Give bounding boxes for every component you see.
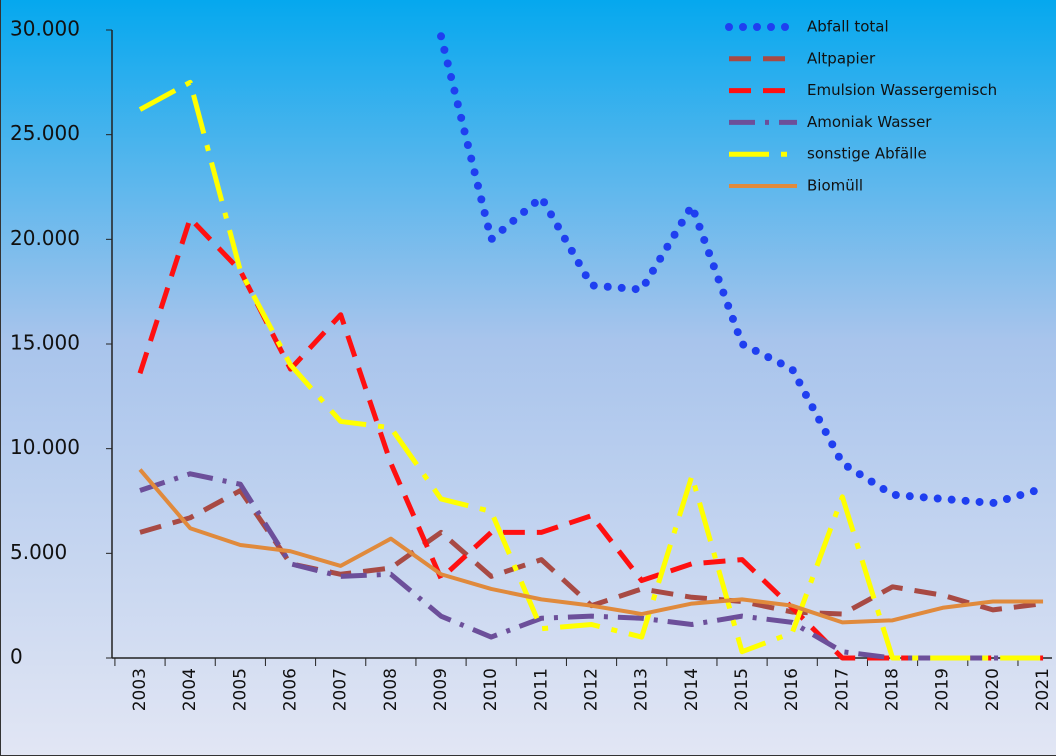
x-tick-label: 2006 bbox=[281, 668, 301, 711]
y-tick-label: 20.000 bbox=[10, 226, 80, 250]
x-tick-label: 2010 bbox=[481, 668, 501, 711]
x-tick-label: 2011 bbox=[531, 668, 551, 711]
x-tick-label: 2021 bbox=[1033, 668, 1053, 711]
x-tick-label: 2013 bbox=[632, 668, 652, 711]
x-tick-label: 2003 bbox=[130, 668, 150, 711]
x-tick-label: 2005 bbox=[230, 668, 250, 711]
x-tick-label: 2019 bbox=[933, 668, 953, 711]
x-tick-label: 2004 bbox=[180, 668, 200, 711]
x-tick-label: 2018 bbox=[883, 668, 903, 711]
x-tick-label: 2007 bbox=[331, 668, 351, 711]
legend-label: Biomüll bbox=[807, 177, 863, 195]
y-tick-label: 10.000 bbox=[10, 435, 80, 459]
x-tick-label: 2012 bbox=[582, 668, 602, 711]
y-tick-label: 30.000 bbox=[10, 17, 80, 41]
x-tick-label: 2015 bbox=[732, 668, 752, 711]
legend-label: Amoniak Wasser bbox=[807, 113, 932, 131]
x-tick-label: 2014 bbox=[682, 668, 702, 711]
series-line bbox=[137, 215, 1044, 661]
y-tick-label: 25.000 bbox=[10, 121, 80, 145]
legend-label: sonstige Abfälle bbox=[807, 145, 927, 163]
x-tick-label: 2016 bbox=[782, 668, 802, 711]
series-line bbox=[139, 471, 1044, 661]
x-tick-label: 2017 bbox=[832, 668, 852, 711]
x-tick-label: 2009 bbox=[431, 668, 451, 711]
y-tick-label: 15.000 bbox=[10, 331, 80, 355]
x-tick-label: 2020 bbox=[983, 668, 1003, 711]
x-tick-label: 2008 bbox=[381, 668, 401, 711]
y-tick-label: 5.000 bbox=[10, 540, 67, 564]
y-tick-label: 0 bbox=[10, 645, 23, 669]
legend-label: Emulsion Wassergemisch bbox=[807, 81, 997, 99]
series-line bbox=[138, 79, 1044, 661]
series-line bbox=[437, 32, 1048, 508]
legend-label: Abfall total bbox=[807, 18, 889, 36]
legend-label: Altpapier bbox=[807, 49, 876, 67]
series-line bbox=[138, 468, 1044, 625]
